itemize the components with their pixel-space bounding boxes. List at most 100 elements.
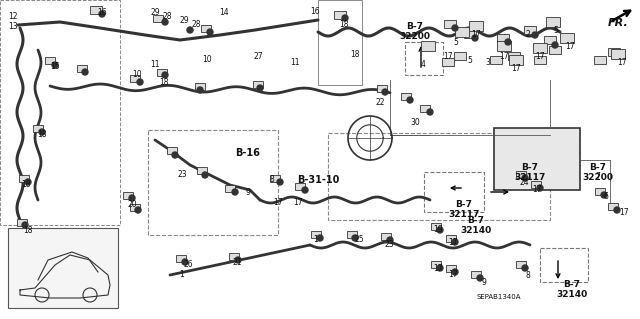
Bar xyxy=(446,265,456,272)
Circle shape xyxy=(207,29,213,35)
Text: 30: 30 xyxy=(410,118,420,127)
Text: 6: 6 xyxy=(604,192,609,201)
Text: 9: 9 xyxy=(246,188,250,197)
Text: B-7
32200: B-7 32200 xyxy=(582,163,614,182)
Circle shape xyxy=(197,87,203,93)
Text: 25: 25 xyxy=(354,235,364,244)
Text: 15: 15 xyxy=(50,62,60,71)
Circle shape xyxy=(522,175,528,181)
Bar xyxy=(446,235,456,242)
Circle shape xyxy=(387,237,393,243)
Bar xyxy=(469,21,483,31)
Text: 23: 23 xyxy=(177,170,187,179)
Circle shape xyxy=(182,259,188,265)
Circle shape xyxy=(135,207,141,213)
Circle shape xyxy=(39,129,45,135)
Bar xyxy=(431,261,441,268)
Bar xyxy=(494,128,580,190)
Bar xyxy=(328,133,550,220)
Text: 26: 26 xyxy=(183,260,193,269)
Circle shape xyxy=(202,172,208,178)
Circle shape xyxy=(302,187,308,193)
Bar xyxy=(17,219,27,226)
Text: 19: 19 xyxy=(433,225,443,234)
Text: 21: 21 xyxy=(232,258,242,267)
Text: FR.: FR. xyxy=(607,18,628,28)
Text: 11: 11 xyxy=(291,58,300,67)
Text: 17: 17 xyxy=(448,238,458,247)
Circle shape xyxy=(342,15,348,21)
Text: 29: 29 xyxy=(150,8,160,17)
Bar xyxy=(8,228,118,308)
Circle shape xyxy=(25,179,31,185)
Circle shape xyxy=(235,257,241,263)
Bar xyxy=(442,58,454,66)
Text: B-7
32117: B-7 32117 xyxy=(448,200,480,219)
Bar xyxy=(405,42,443,75)
Bar xyxy=(197,167,207,174)
Text: 3: 3 xyxy=(486,58,490,67)
Circle shape xyxy=(452,25,458,31)
Text: 16: 16 xyxy=(310,7,320,16)
Text: 5: 5 xyxy=(554,26,559,35)
Bar xyxy=(595,188,605,195)
Bar xyxy=(295,183,305,190)
Circle shape xyxy=(614,207,620,213)
Bar xyxy=(531,181,541,188)
Circle shape xyxy=(382,89,388,95)
Bar xyxy=(546,17,560,27)
Circle shape xyxy=(187,27,193,33)
Text: 17: 17 xyxy=(532,185,542,194)
Bar xyxy=(431,223,441,230)
Text: 17: 17 xyxy=(433,264,443,273)
Circle shape xyxy=(437,265,443,271)
Bar xyxy=(444,20,456,28)
Circle shape xyxy=(317,235,323,241)
Text: B-7
32200: B-7 32200 xyxy=(399,22,431,41)
Bar xyxy=(45,57,55,64)
Bar xyxy=(594,56,606,64)
Bar xyxy=(311,231,321,238)
Text: 2: 2 xyxy=(525,30,531,39)
Text: 17: 17 xyxy=(617,58,627,67)
Circle shape xyxy=(601,192,607,198)
Bar xyxy=(424,172,484,212)
Circle shape xyxy=(427,109,433,115)
Bar xyxy=(33,125,43,132)
Circle shape xyxy=(407,97,413,103)
Text: 17: 17 xyxy=(448,270,458,279)
Text: B-7
32140: B-7 32140 xyxy=(460,216,492,235)
Bar xyxy=(611,49,625,59)
Bar xyxy=(157,69,167,76)
Text: 20: 20 xyxy=(127,200,137,209)
Circle shape xyxy=(232,189,238,195)
Bar xyxy=(560,33,574,43)
Circle shape xyxy=(162,72,168,78)
Bar xyxy=(153,15,163,22)
Circle shape xyxy=(162,19,168,25)
Text: 12
13: 12 13 xyxy=(8,12,18,31)
Text: 17: 17 xyxy=(471,30,481,39)
Text: B-31-10: B-31-10 xyxy=(297,175,339,185)
Bar xyxy=(509,55,523,65)
Bar xyxy=(377,85,387,92)
Text: 5: 5 xyxy=(468,56,472,65)
Bar xyxy=(497,41,511,51)
Text: 18: 18 xyxy=(350,50,360,59)
Circle shape xyxy=(452,239,458,245)
Bar xyxy=(229,253,239,260)
Circle shape xyxy=(257,85,263,91)
Bar xyxy=(454,52,466,60)
Circle shape xyxy=(129,195,135,201)
Text: 17: 17 xyxy=(499,52,509,61)
Circle shape xyxy=(452,269,458,275)
Text: B-7
32117: B-7 32117 xyxy=(515,163,546,182)
Text: 17: 17 xyxy=(511,64,521,73)
Bar xyxy=(0,0,120,225)
Bar xyxy=(90,6,102,14)
Text: 1: 1 xyxy=(314,235,318,244)
Text: 18: 18 xyxy=(339,20,349,29)
Text: 24: 24 xyxy=(519,178,529,187)
Bar xyxy=(534,56,546,64)
Text: 17: 17 xyxy=(293,198,303,207)
